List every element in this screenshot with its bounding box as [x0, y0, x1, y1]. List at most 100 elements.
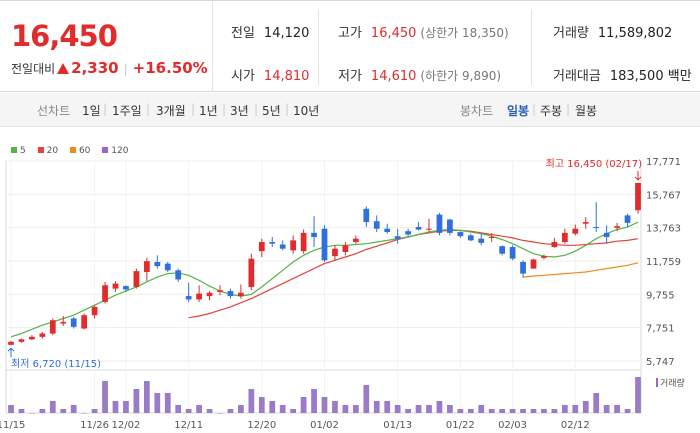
volume-bar	[112, 401, 119, 413]
volume-bar	[269, 401, 276, 413]
current-price: 16,450	[11, 19, 118, 53]
x-tick-label: 02/03	[498, 420, 527, 431]
candle-body	[143, 261, 150, 272]
max-price-label: 최고 16,450 (02/17)	[546, 158, 642, 170]
candle-body	[373, 221, 380, 229]
tab-weekly[interactable]: 주봉	[540, 104, 563, 118]
y-tick-label: 5,747	[646, 357, 675, 368]
min-price-label: 최저 6,720 (11/15)	[11, 358, 101, 370]
volume-bar	[530, 409, 537, 413]
volume-bar	[405, 409, 411, 413]
tab-3m[interactable]: 3개월	[156, 104, 186, 118]
volume-bar	[342, 405, 349, 413]
y-tick-label: 15,767	[646, 190, 681, 201]
volume-bar	[332, 401, 338, 413]
candle-body	[561, 232, 568, 243]
volume-bar	[49, 401, 56, 413]
chart-frame	[5, 160, 642, 414]
candle-body	[206, 292, 213, 297]
min-arrow-icon	[7, 347, 15, 358]
low-price: 저가 14,610 (하한가 9,890)	[338, 69, 502, 84]
volume-bar	[582, 401, 589, 413]
y-tick-label: 13,763	[646, 224, 681, 235]
candle-body	[49, 320, 56, 334]
candle-body	[91, 306, 98, 316]
volume-bar	[467, 409, 474, 413]
volume-bar	[509, 409, 516, 413]
candle-body	[384, 228, 391, 233]
volume-bar	[457, 409, 464, 413]
y-tick-label: 9,755	[646, 290, 675, 301]
volume-bar	[436, 401, 443, 413]
volume-info: 거래량 11,589,802	[553, 26, 673, 41]
volume-bar	[488, 409, 495, 413]
candle-body	[238, 292, 244, 297]
quote-header: 16,450 전일대비 2,330 | +16.50% 전일 14,120 고가 16,4…	[0, 0, 700, 92]
candle-body	[478, 238, 485, 243]
volume-bar	[541, 409, 547, 413]
candle-body	[102, 285, 108, 302]
chart-tabs: 선차트 1일 | 1주일 | 3개월 | 1년 | 3년 | 5년 | 10년 …	[0, 93, 700, 127]
tab-3y[interactable]: 3년	[230, 104, 249, 118]
candle-body	[603, 232, 610, 238]
volume-label-marker	[656, 378, 658, 387]
x-tick-label: 11/26	[80, 420, 109, 431]
volume-bar	[426, 405, 432, 413]
volume-bar	[8, 405, 14, 413]
candle-body	[572, 228, 579, 234]
volume-bar	[102, 381, 108, 413]
candle-body	[258, 242, 265, 252]
volume-bar	[248, 389, 255, 413]
candle-body	[394, 236, 401, 239]
candle-body	[332, 248, 338, 257]
candle-body	[447, 219, 453, 233]
candle-body	[164, 263, 171, 271]
tab-daily[interactable]: 일봉	[507, 104, 530, 118]
candle-body	[81, 315, 88, 329]
candle-body	[342, 245, 349, 253]
tab-1y[interactable]: 1년	[199, 104, 218, 118]
ma20-line	[188, 229, 639, 319]
tab-1w[interactable]: 1주일	[112, 104, 142, 118]
volume-bar	[238, 405, 244, 413]
prev-close: 전일 14,120	[231, 26, 310, 41]
candle-body	[405, 231, 411, 235]
candle-body	[70, 318, 77, 327]
up-triangle-icon	[57, 63, 70, 74]
volume-bar	[300, 397, 307, 413]
open-price: 시가 14,810	[231, 69, 310, 84]
volume-bar	[384, 401, 391, 413]
volume-bar	[394, 405, 401, 413]
line-chart-label: 선차트	[37, 104, 71, 118]
candle-body	[321, 228, 328, 261]
candle-body	[279, 244, 286, 249]
candle-body	[352, 238, 359, 243]
candle-body	[426, 228, 432, 230]
volume-bar	[123, 401, 129, 413]
candle-body	[112, 283, 119, 289]
tab-monthly[interactable]: 월봉	[575, 104, 598, 118]
volume-bar	[60, 409, 67, 413]
volume-bar	[499, 409, 506, 413]
candle-chart-label: 봉차트	[460, 104, 494, 118]
volume-bar	[572, 405, 579, 413]
tab-1d[interactable]: 1일	[82, 104, 101, 118]
volume-bar	[175, 405, 182, 413]
tab-5y[interactable]: 5년	[262, 104, 281, 118]
candle-body	[541, 256, 547, 258]
candle-body	[39, 333, 46, 337]
tab-10y[interactable]: 10년	[293, 104, 320, 118]
candle-body	[8, 341, 14, 345]
volume-bar	[311, 389, 317, 413]
candle-body	[311, 232, 317, 238]
y-tick-label: 17,771	[646, 157, 681, 168]
candle-body	[582, 222, 589, 224]
candle-body	[614, 226, 620, 228]
candle-body	[269, 242, 276, 244]
ma60-line	[522, 262, 639, 278]
volume-bar	[258, 397, 265, 413]
volume-bar	[133, 389, 140, 413]
candle-body	[175, 270, 182, 280]
volume-bar	[206, 409, 213, 413]
